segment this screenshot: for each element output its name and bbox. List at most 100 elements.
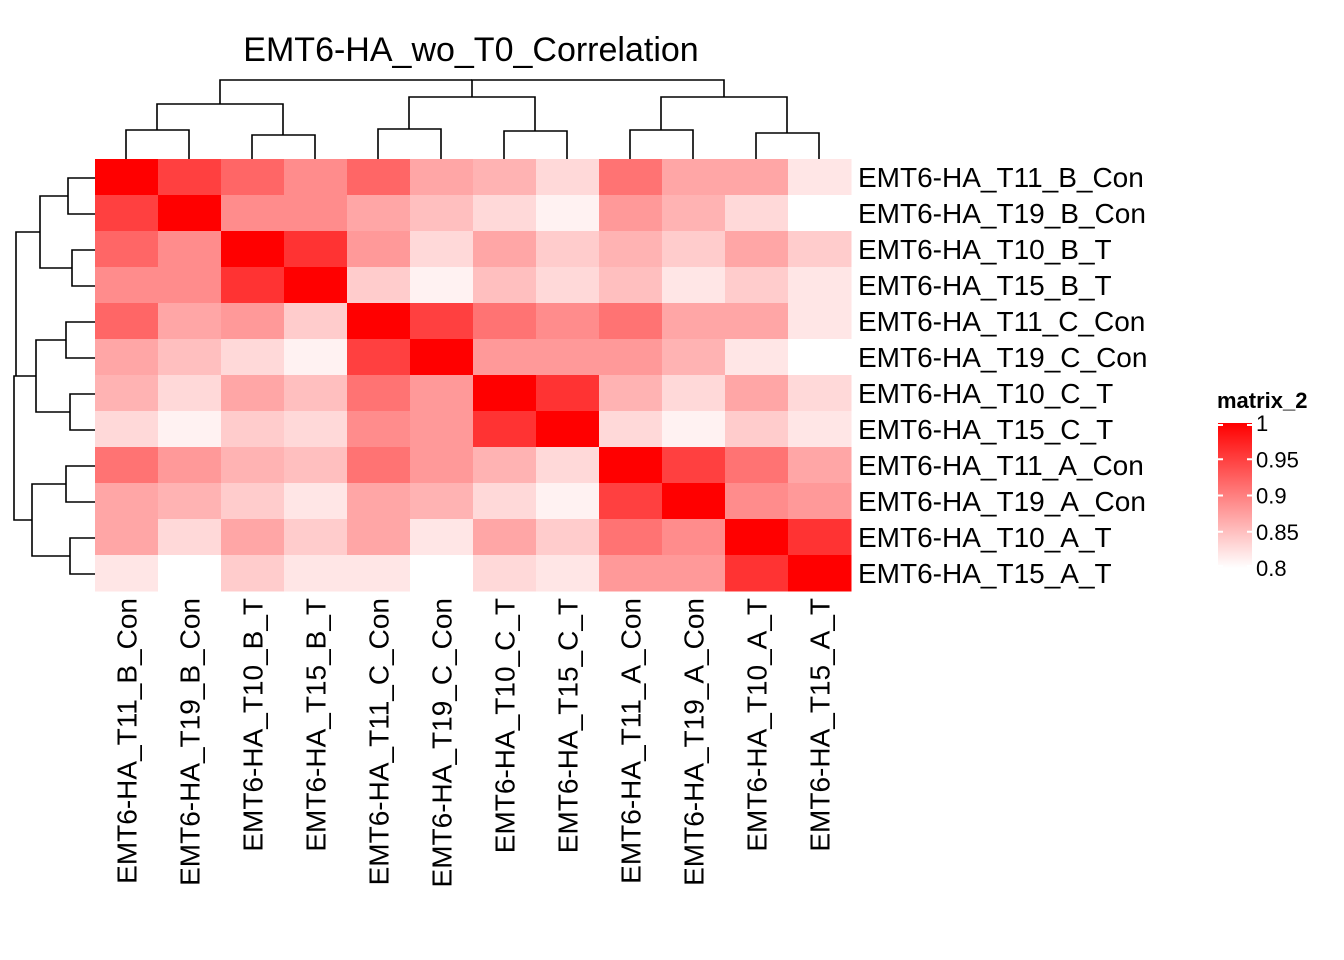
heatmap-cell — [788, 195, 852, 232]
heatmap-cell — [536, 231, 600, 268]
column-dendrogram — [125, 79, 820, 159]
heatmap-cell — [599, 231, 663, 268]
column-label: EMT6-HA_T11_A_Con — [616, 598, 647, 884]
heatmap-cell — [95, 375, 159, 412]
heatmap-cells — [95, 159, 852, 592]
legend-tick-label: 0.8 — [1256, 556, 1287, 581]
heatmap-cell — [95, 195, 159, 232]
heatmap-cell — [284, 519, 348, 556]
legend-tick-label: 1 — [1256, 411, 1268, 436]
heatmap-cell — [662, 555, 726, 592]
heatmap-cell — [158, 519, 222, 556]
row-label: EMT6-HA_T11_B_Con — [858, 162, 1144, 193]
row-label: EMT6-HA_T10_C_T — [858, 378, 1113, 409]
heatmap-cell — [221, 303, 285, 340]
heatmap-cell — [536, 159, 600, 196]
heatmap-cell — [221, 195, 285, 232]
row-label: EMT6-HA_T10_A_T — [858, 522, 1112, 553]
column-label: EMT6-HA_T10_A_T — [742, 598, 773, 852]
heatmap-cell — [536, 519, 600, 556]
heatmap-cell — [95, 303, 159, 340]
heatmap-cell — [788, 447, 852, 484]
heatmap-cell — [158, 195, 222, 232]
heatmap-cell — [95, 411, 159, 448]
heatmap-cell — [410, 303, 474, 340]
heatmap-cell — [95, 267, 159, 304]
heatmap-cell — [221, 375, 285, 412]
heatmap-cell — [410, 555, 474, 592]
heatmap-cell — [536, 267, 600, 304]
heatmap-cell — [410, 375, 474, 412]
heatmap-cell — [473, 483, 537, 520]
heatmap-cell — [347, 411, 411, 448]
heatmap-cell — [158, 447, 222, 484]
row-label: EMT6-HA_T19_C_Con — [858, 342, 1147, 373]
heatmap-cell — [284, 483, 348, 520]
heatmap-cell — [95, 519, 159, 556]
heatmap-cell — [662, 303, 726, 340]
heatmap-cell — [725, 339, 789, 376]
heatmap-cell — [599, 375, 663, 412]
heatmap-cell — [536, 411, 600, 448]
row-label: EMT6-HA_T11_C_Con — [858, 306, 1145, 337]
heatmap-cell — [221, 483, 285, 520]
heatmap-cell — [788, 519, 852, 556]
heatmap-cell — [788, 411, 852, 448]
heatmap-cell — [536, 555, 600, 592]
heatmap-cell — [158, 555, 222, 592]
heatmap-cell — [347, 519, 411, 556]
heatmap-cell — [95, 339, 159, 376]
heatmap-cell — [725, 555, 789, 592]
heatmap-cell — [347, 555, 411, 592]
column-label: EMT6-HA_T15_B_T — [301, 598, 332, 852]
heatmap-cell — [473, 195, 537, 232]
heatmap-cell — [410, 411, 474, 448]
heatmap-cell — [725, 195, 789, 232]
heatmap-cell — [662, 411, 726, 448]
color-legend: matrix_2 1 0.95 0.9 0.85 0.8 — [1217, 388, 1308, 581]
heatmap-cell — [347, 303, 411, 340]
heatmap-cell — [158, 303, 222, 340]
heatmap-cell — [662, 195, 726, 232]
heatmap-cell — [158, 267, 222, 304]
heatmap-cell — [221, 339, 285, 376]
heatmap-cell — [473, 231, 537, 268]
column-label: EMT6-HA_T10_B_T — [238, 598, 269, 852]
heatmap-cell — [599, 267, 663, 304]
row-label: EMT6-HA_T15_C_T — [858, 414, 1113, 445]
heatmap-cell — [599, 447, 663, 484]
heatmap-cell — [725, 375, 789, 412]
heatmap-cell — [662, 483, 726, 520]
heatmap-cell — [536, 339, 600, 376]
heatmap-cell — [221, 447, 285, 484]
heatmap-cell — [410, 231, 474, 268]
heatmap-cell — [662, 339, 726, 376]
heatmap-cell — [599, 519, 663, 556]
heatmap-cell — [473, 555, 537, 592]
heatmap-cell — [284, 375, 348, 412]
heatmap-cell — [788, 159, 852, 196]
heatmap-cell — [788, 555, 852, 592]
heatmap-cell — [788, 375, 852, 412]
heatmap-cell — [410, 447, 474, 484]
heatmap-cell — [536, 447, 600, 484]
heatmap-cell — [284, 195, 348, 232]
heatmap-cell — [158, 159, 222, 196]
heatmap-cell — [473, 447, 537, 484]
heatmap-cell — [536, 375, 600, 412]
heatmap-cell — [284, 267, 348, 304]
heatmap-cell — [347, 231, 411, 268]
heatmap-cell — [536, 195, 600, 232]
heatmap-cell — [347, 267, 411, 304]
row-label: EMT6-HA_T11_A_Con — [858, 450, 1144, 481]
legend-ticks: 1 0.95 0.9 0.85 0.8 — [1218, 411, 1299, 581]
heatmap-cell — [95, 555, 159, 592]
row-dendrogram — [13, 177, 95, 575]
heatmap-cell — [662, 375, 726, 412]
heatmap-cell — [221, 267, 285, 304]
heatmap-cell — [662, 447, 726, 484]
heatmap-cell — [599, 159, 663, 196]
heatmap-cell — [158, 231, 222, 268]
legend-tick-label: 0.9 — [1256, 484, 1287, 509]
heatmap-cell — [725, 231, 789, 268]
